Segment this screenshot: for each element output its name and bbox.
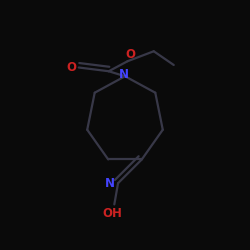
- Text: O: O: [66, 61, 76, 74]
- Text: O: O: [125, 48, 135, 62]
- Text: OH: OH: [102, 207, 122, 220]
- Text: N: N: [119, 68, 129, 82]
- Text: N: N: [105, 177, 115, 190]
